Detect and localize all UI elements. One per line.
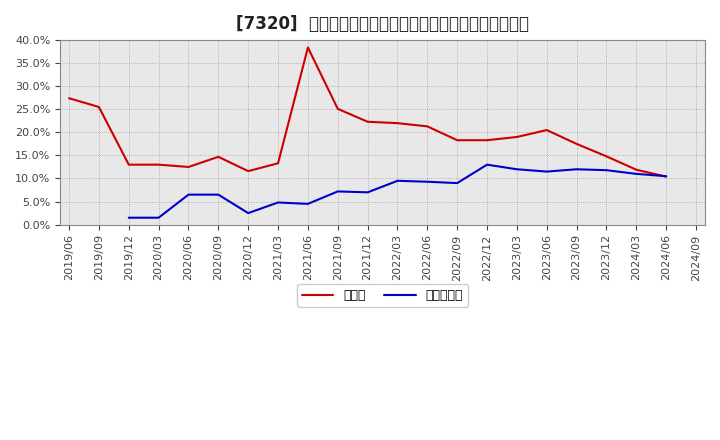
有利子負債 (632, 171, 641, 176)
有利子負債 (662, 173, 670, 179)
現顔金 (214, 154, 222, 159)
有利子負債 (184, 192, 193, 197)
現顔金 (94, 104, 103, 110)
有利子負債 (154, 215, 163, 220)
有利子負債 (125, 215, 133, 220)
現顔金 (513, 134, 521, 139)
現顔金 (542, 128, 551, 133)
有利子負債 (423, 179, 432, 184)
Line: 有利子負債: 有利子負債 (129, 165, 666, 218)
現顔金 (244, 169, 253, 174)
有利子負債 (274, 200, 282, 205)
有利子負債 (513, 167, 521, 172)
Legend: 現顔金, 有利子負債: 現顔金, 有利子負債 (297, 284, 468, 307)
有利子負債 (572, 167, 581, 172)
現顔金 (632, 167, 641, 172)
現顔金 (65, 95, 73, 101)
現顔金 (333, 106, 342, 111)
現顔金 (184, 164, 193, 169)
現顔金 (572, 141, 581, 147)
有利子負債 (602, 168, 611, 173)
現顔金 (482, 138, 491, 143)
現顔金 (423, 124, 432, 129)
有利子負債 (542, 169, 551, 174)
現顔金 (274, 161, 282, 166)
現顔金 (393, 121, 402, 126)
現顔金 (364, 119, 372, 125)
有利子負債 (393, 178, 402, 183)
有利子負債 (304, 201, 312, 206)
現顔金 (453, 138, 462, 143)
現顔金 (304, 45, 312, 50)
現顔金 (662, 174, 670, 179)
Line: 現顔金: 現顔金 (69, 48, 666, 176)
現顔金 (154, 162, 163, 167)
現顔金 (125, 162, 133, 167)
Title: [7320]  現顔金、有利子負債の総資産に対する比率の推移: [7320] 現顔金、有利子負債の総資産に対する比率の推移 (236, 15, 529, 33)
有利子負債 (333, 189, 342, 194)
有利子負債 (214, 192, 222, 197)
有利子負債 (244, 210, 253, 216)
有利子負債 (453, 180, 462, 186)
現顔金 (602, 154, 611, 159)
有利子負債 (364, 190, 372, 195)
有利子負債 (482, 162, 491, 167)
